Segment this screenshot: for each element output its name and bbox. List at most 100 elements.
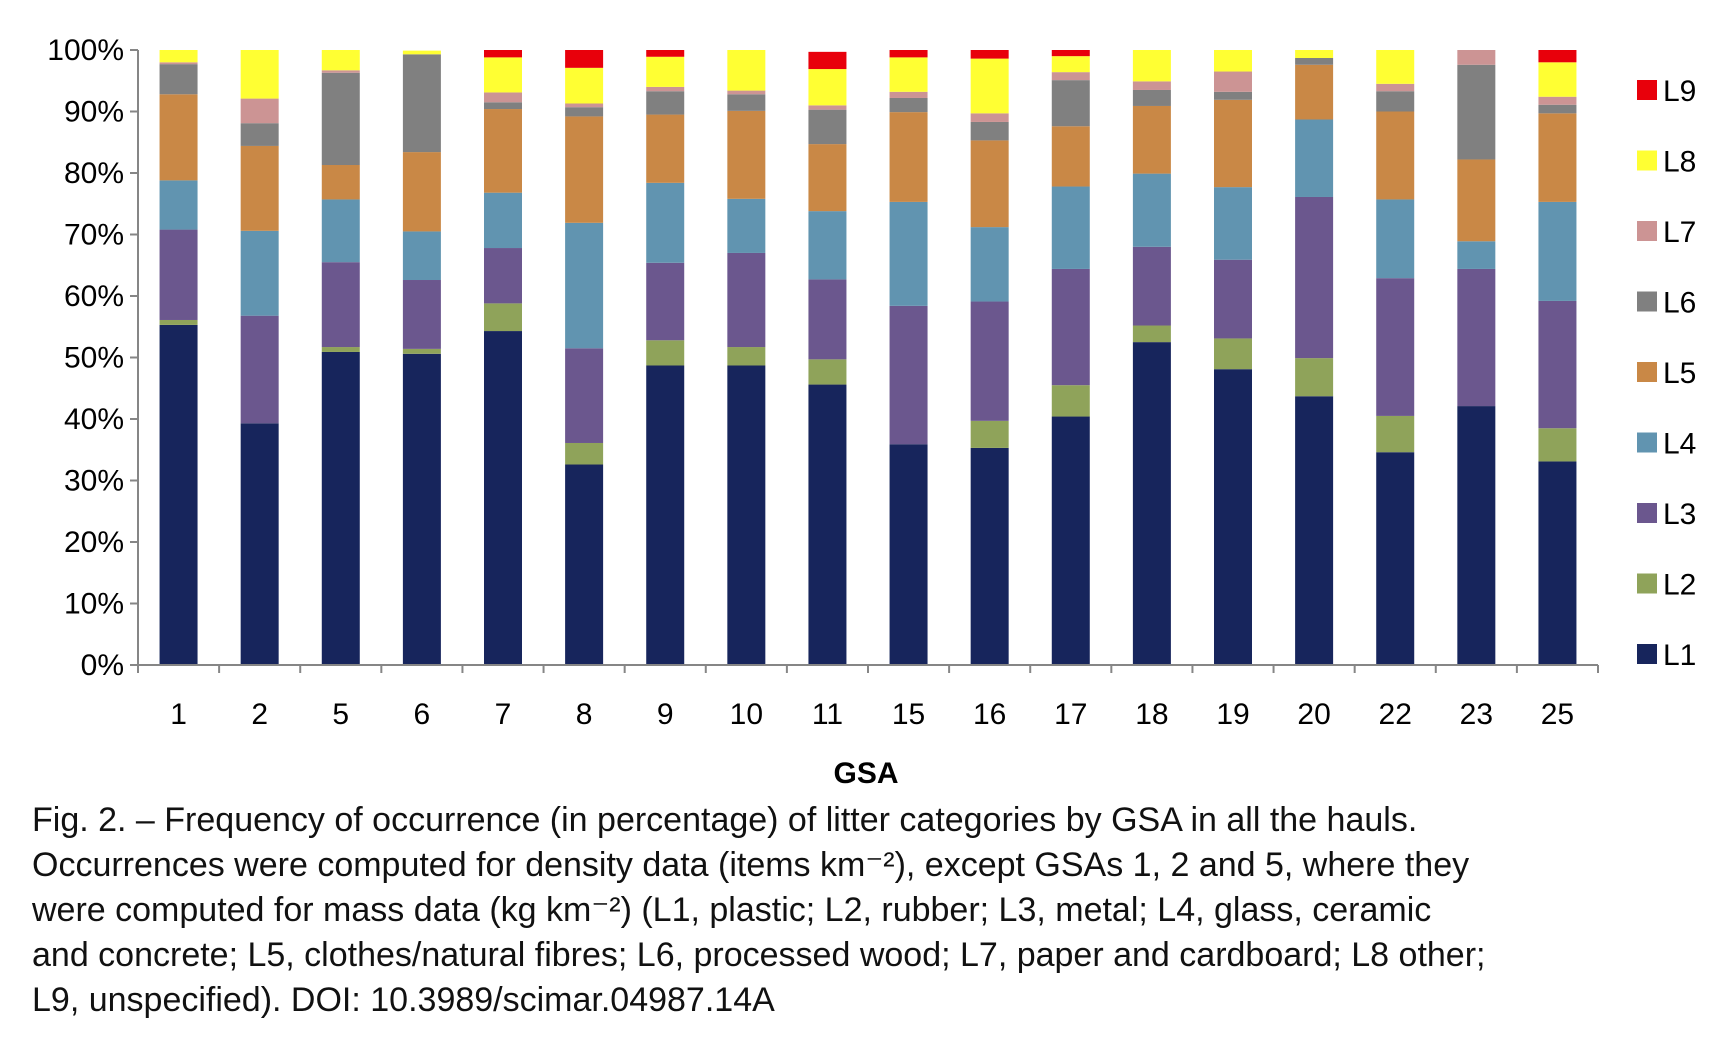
bar-segment-l5-gsa-22 (1376, 111, 1415, 200)
bar-segment-l2-gsa-11 (808, 359, 847, 385)
bar-segment-l4-gsa-23 (1457, 241, 1496, 269)
bar-segment-l3-gsa-7 (484, 248, 522, 304)
legend-swatch-l9 (1637, 80, 1657, 100)
x-tick-label: 8 (576, 698, 593, 731)
caption-line-5: L9, unspecified). DOI: 10.3989/scimar.04… (32, 981, 775, 1019)
caption-line-3: were computed for mass data (kg km⁻²) (L… (32, 891, 1432, 929)
bar-segment-l5-gsa-16 (970, 140, 1009, 228)
bar-segment-l6-gsa-20 (1295, 57, 1334, 65)
bar-segment-l5-gsa-9 (646, 114, 685, 183)
bar-segment-l8-gsa-10 (727, 50, 766, 91)
bar-segment-l1-gsa-25 (1538, 461, 1577, 665)
caption-line-2: Occurrences were computed for density da… (32, 846, 1470, 884)
bar-segment-l6-gsa-9 (646, 91, 685, 115)
legend-swatch-l7 (1637, 221, 1657, 241)
y-tick-label: 50% (64, 342, 124, 375)
bar-segment-l7-gsa-1 (159, 62, 198, 65)
bar-segment-l5-gsa-25 (1538, 113, 1577, 202)
bar-segment-l1-gsa-8 (565, 464, 604, 665)
bar-segment-l9-gsa-7 (484, 50, 522, 58)
bar-segment-l6-gsa-7 (484, 102, 522, 110)
bar-segment-l2-gsa-19 (1214, 338, 1252, 370)
bar-segment-l9-gsa-11 (808, 51, 847, 70)
x-tick-label: 16 (973, 698, 1006, 731)
bar-segment-l8-gsa-5 (321, 50, 360, 71)
bar-segment-l4-gsa-6 (402, 231, 441, 281)
legend-swatch-l5 (1637, 362, 1657, 382)
legend-swatch-l6 (1637, 291, 1657, 312)
bar-segment-l1-gsa-20 (1295, 396, 1334, 665)
bar-segment-l8-gsa-7 (484, 57, 522, 93)
figure-caption: Fig. 2. – Frequency of occurrence (in pe… (32, 798, 1722, 1023)
bar-segment-l5-gsa-20 (1295, 64, 1334, 120)
bar-segment-l1-gsa-1 (159, 324, 198, 665)
x-tick-label: 10 (730, 698, 763, 731)
bar-segment-l8-gsa-17 (1051, 56, 1090, 73)
legend-swatch-l4 (1637, 432, 1657, 453)
bar-segment-l5-gsa-2 (240, 145, 279, 231)
bar-segment-l1-gsa-19 (1214, 369, 1252, 665)
y-tick-label: 70% (64, 219, 124, 252)
bar-segment-l7-gsa-18 (1132, 81, 1171, 90)
x-tick-label: 11 (812, 698, 843, 731)
bar-segment-l8-gsa-6 (402, 50, 441, 55)
x-tick-label: 6 (414, 698, 431, 731)
bar-segment-l3-gsa-22 (1376, 278, 1415, 416)
bar-segment-l4-gsa-5 (321, 199, 360, 263)
y-tick-label: 100% (47, 34, 124, 67)
legend-label-l4: L4 (1663, 428, 1696, 461)
bar-segment-l3-gsa-25 (1538, 300, 1577, 429)
bar-segment-l3-gsa-5 (321, 262, 360, 348)
bar-segment-l6-gsa-10 (727, 94, 766, 111)
bar-segment-l4-gsa-18 (1132, 173, 1171, 247)
bar-segment-l1-gsa-22 (1376, 452, 1415, 665)
bar-segment-l1-gsa-10 (727, 365, 766, 665)
bar-segment-l5-gsa-11 (808, 144, 847, 212)
y-tick-label: 80% (64, 157, 124, 190)
legend-label-l8: L8 (1663, 146, 1696, 179)
x-tick-label: 18 (1135, 698, 1168, 731)
x-tick-label: 2 (251, 698, 268, 731)
bar-segment-l2-gsa-10 (727, 347, 766, 366)
bar-segment-l3-gsa-16 (970, 301, 1009, 421)
bar-segment-l2-gsa-9 (646, 340, 685, 366)
caption-line-4: and concrete; L5, clothes/natural fibres… (32, 936, 1486, 974)
bar-segment-l7-gsa-19 (1214, 71, 1252, 92)
bar-segment-l4-gsa-2 (240, 230, 279, 316)
bar-segment-l1-gsa-6 (402, 353, 441, 665)
legend-label-l9: L9 (1663, 75, 1696, 108)
y-tick-label: 30% (64, 465, 124, 498)
bar-segment-l4-gsa-15 (889, 201, 928, 306)
bar-segment-l7-gsa-23 (1457, 50, 1496, 65)
bar-segment-l4-gsa-25 (1538, 201, 1577, 301)
legend-swatch-l3 (1637, 503, 1657, 523)
bar-segment-l9-gsa-8 (565, 50, 604, 68)
bar-segment-l6-gsa-8 (565, 107, 604, 117)
bar-segment-l8-gsa-9 (646, 56, 685, 87)
bar-segment-l3-gsa-17 (1051, 268, 1090, 386)
legend-swatch-l1 (1637, 644, 1657, 664)
bar-segment-l8-gsa-8 (565, 67, 604, 104)
y-tick-label: 60% (64, 280, 124, 313)
bar-segment-l2-gsa-22 (1376, 415, 1415, 453)
bar-segment-l5-gsa-7 (484, 109, 522, 193)
bar-segment-l2-gsa-17 (1051, 385, 1090, 417)
bar-segment-l9-gsa-25 (1538, 50, 1577, 63)
bar-segment-l5-gsa-1 (159, 94, 198, 181)
bar-segment-l2-gsa-5 (321, 347, 360, 352)
x-tick-label: 25 (1541, 698, 1574, 731)
bar-segment-l1-gsa-2 (240, 423, 279, 665)
bar-segment-l3-gsa-20 (1295, 196, 1334, 359)
caption-line-1: Fig. 2. – Frequency of occurrence (in pe… (32, 801, 1418, 839)
bar-segment-l6-gsa-1 (159, 64, 198, 95)
bar-segment-l4-gsa-22 (1376, 199, 1415, 279)
y-tick-label: 90% (64, 96, 124, 129)
bar-segment-l4-gsa-1 (159, 180, 198, 230)
bar-segment-l5-gsa-19 (1214, 99, 1252, 188)
bar-segment-l2-gsa-20 (1295, 358, 1334, 397)
bar-segment-l1-gsa-15 (889, 444, 928, 665)
bar-segment-l8-gsa-25 (1538, 62, 1577, 97)
legend-label-l3: L3 (1663, 498, 1696, 531)
y-tick-label: 10% (64, 588, 124, 621)
bar-segment-l3-gsa-2 (240, 315, 279, 424)
